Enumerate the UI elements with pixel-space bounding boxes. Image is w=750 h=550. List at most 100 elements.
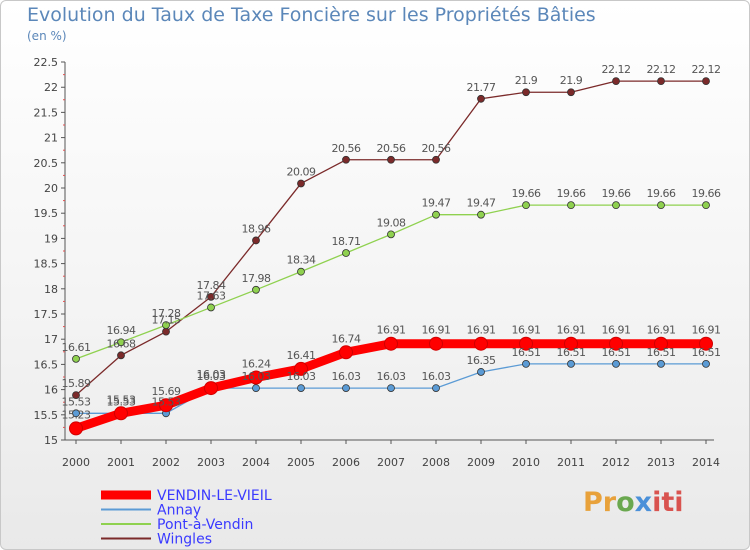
data-point — [567, 201, 575, 210]
data-point — [162, 321, 170, 329]
data-point — [567, 88, 575, 97]
data-label: 16.03 — [197, 370, 226, 383]
data-label: 19.66 — [692, 187, 721, 200]
data-label: 21.77 — [467, 81, 496, 94]
data-point — [297, 384, 305, 392]
data-point — [387, 384, 395, 392]
y-tick-label: 19.5 — [34, 207, 59, 220]
data-label: 16.03 — [332, 370, 361, 383]
x-tick-label: 2014 — [692, 456, 720, 469]
data-point — [249, 370, 263, 385]
data-label: 16.51 — [647, 346, 676, 359]
data-label: 17.28 — [152, 307, 181, 320]
chart-axes: 15 15.5 16 16.5 17 17.5 18 18.5 19 19.5 20 20.5 21 21… — [34, 56, 721, 469]
data-point — [342, 155, 350, 164]
x-tick-label: 2007 — [377, 456, 405, 469]
data-label: 16.51 — [557, 346, 586, 359]
data-point — [699, 336, 713, 351]
chart-unit: (en %) — [27, 29, 67, 43]
data-point — [519, 336, 533, 351]
data-label: 16.91 — [512, 324, 541, 337]
data-label: 15.89 — [62, 377, 91, 390]
series-lines — [69, 77, 713, 436]
x-tick-label: 2006 — [332, 456, 360, 469]
data-point — [384, 336, 398, 351]
y-tick-label: 18 — [44, 283, 58, 296]
data-label: 19.47 — [467, 197, 496, 210]
data-point — [297, 267, 305, 276]
data-point — [207, 303, 215, 312]
data-point — [117, 338, 125, 347]
proxiti-logo: Proxiti — [583, 487, 684, 518]
data-point — [114, 406, 128, 421]
data-label: 16.51 — [512, 346, 541, 359]
data-label: 16.74 — [332, 332, 361, 345]
data-point — [339, 345, 353, 360]
x-tick-label: 2010 — [512, 456, 540, 469]
data-label: 16.94 — [107, 324, 136, 337]
data-point — [612, 77, 620, 86]
legend-label: Wingles — [157, 532, 212, 548]
y-tick-label: 15 — [44, 434, 58, 447]
data-point — [657, 77, 665, 86]
data-point — [477, 94, 485, 103]
y-tick-label: 16.5 — [34, 358, 59, 371]
data-label: 16.91 — [422, 324, 451, 337]
data-point — [612, 201, 620, 210]
data-label: 19.66 — [512, 187, 541, 200]
y-tick-label: 22 — [44, 81, 58, 94]
data-point — [387, 155, 395, 164]
data-point — [657, 359, 665, 368]
data-label: 16.91 — [647, 324, 676, 337]
data-point — [702, 77, 710, 86]
data-point — [432, 384, 440, 392]
data-point — [387, 230, 395, 239]
data-label: 22.12 — [602, 63, 631, 76]
data-point — [117, 351, 125, 360]
data-point — [342, 249, 350, 257]
data-point — [522, 88, 530, 97]
data-point — [609, 336, 623, 351]
data-label: 18.96 — [242, 222, 271, 235]
data-point — [432, 210, 440, 219]
y-tick-label: 15.5 — [34, 409, 59, 422]
legend-label: VENDIN-LE-VIEIL — [157, 488, 272, 504]
data-label: 21.9 — [515, 74, 538, 87]
data-label: 16.91 — [467, 324, 496, 337]
legend-label: Annay — [157, 503, 201, 519]
data-point — [159, 398, 173, 413]
logo-part: o — [616, 487, 635, 518]
data-point — [252, 285, 260, 294]
data-label: 15.23 — [62, 408, 91, 421]
x-tick-label: 2008 — [422, 456, 450, 469]
data-point — [702, 201, 710, 210]
data-point — [429, 336, 443, 351]
data-point — [612, 359, 620, 368]
data-label: 15.53 — [62, 395, 91, 408]
data-label: 16.03 — [242, 370, 271, 383]
data-point — [477, 368, 485, 376]
data-label: 18.34 — [287, 254, 316, 267]
data-label: 16.91 — [377, 324, 406, 337]
data-label: 20.56 — [377, 142, 406, 155]
data-label: 18.71 — [332, 235, 361, 248]
data-label: 16.91 — [557, 324, 586, 337]
point-labels: 15.2315.5315.6916.0316.2416.4116.7416.91… — [62, 63, 722, 421]
x-tick-label: 2013 — [647, 456, 675, 469]
data-point — [474, 336, 488, 351]
data-label: 16.91 — [692, 324, 721, 337]
data-label: 16.03 — [197, 368, 226, 381]
data-point — [69, 421, 83, 436]
data-label: 19.08 — [377, 216, 406, 229]
data-label: 22.12 — [647, 63, 676, 76]
y-tick-label: 20 — [44, 182, 58, 195]
data-label: 20.56 — [422, 142, 451, 155]
y-tick-label: 19 — [44, 232, 58, 245]
y-tick-label: 18.5 — [34, 258, 59, 271]
data-point — [252, 236, 260, 245]
x-tick-label: 2001 — [107, 456, 135, 469]
data-point — [204, 381, 218, 396]
data-point — [477, 210, 485, 219]
